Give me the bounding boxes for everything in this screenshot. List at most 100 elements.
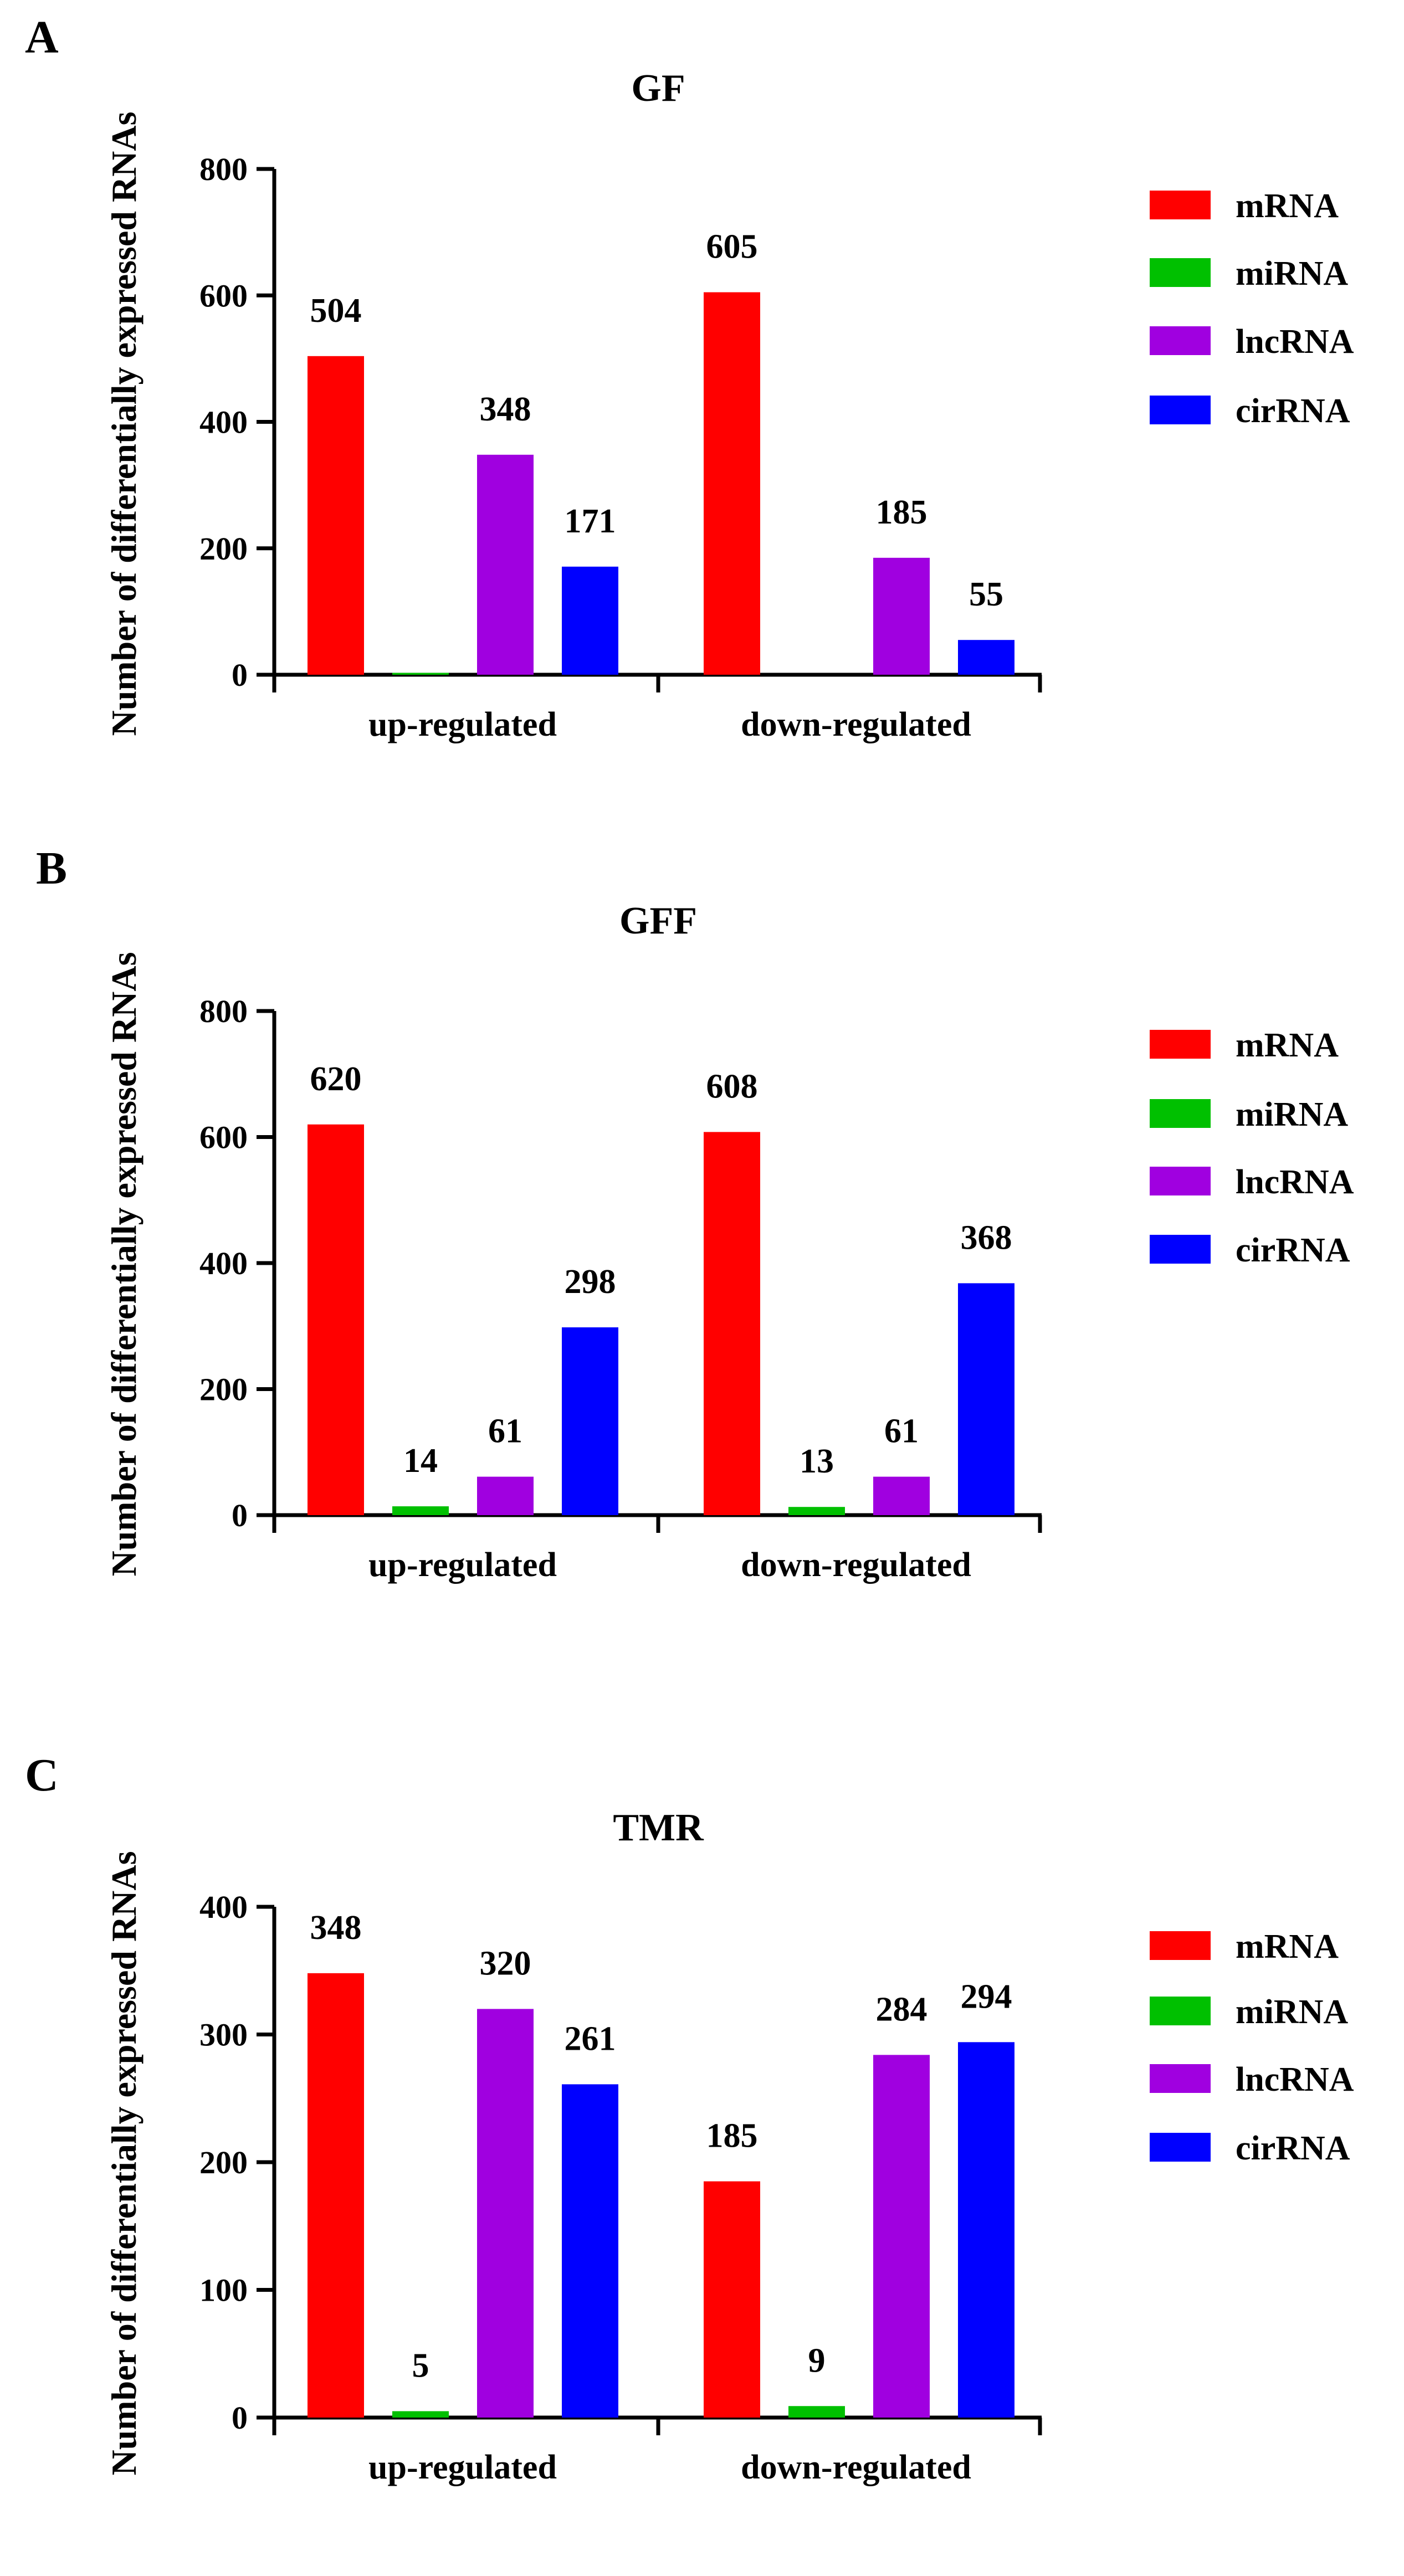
bar-value-label: 284 bbox=[876, 1990, 928, 2028]
bar-lncrna bbox=[873, 557, 930, 675]
x-category-label: down-regulated bbox=[741, 2449, 971, 2486]
bar-lncrna bbox=[477, 454, 534, 675]
y-axis-label: Number of differentially expressed RNAs bbox=[104, 1851, 144, 2475]
legend-label: mRNA bbox=[1236, 1928, 1339, 1966]
bar-cirrna bbox=[958, 1283, 1014, 1515]
bar-value-label: 171 bbox=[565, 502, 616, 540]
panel-letter: A bbox=[25, 12, 59, 63]
y-axis-label: Number of differentially expressed RNAs bbox=[104, 952, 144, 1576]
legend-label: lncRNA bbox=[1236, 2061, 1354, 2098]
bar-mrna bbox=[308, 1973, 364, 2418]
bar-value-label: 9 bbox=[808, 2342, 826, 2379]
chart-panel-a: A GF Number of differentially expressed RN… bbox=[25, 12, 1354, 743]
y-tick-label: 400 bbox=[199, 404, 248, 440]
bar-value-label: 14 bbox=[403, 1442, 438, 1480]
bar-mirna bbox=[788, 1507, 845, 1515]
bar-lncrna bbox=[477, 1476, 534, 1515]
y-tick-label: 400 bbox=[199, 1889, 248, 1925]
legend-swatch-cirrna bbox=[1150, 396, 1211, 424]
x-category-label: down-regulated bbox=[741, 706, 971, 743]
x-category-label: up-regulated bbox=[368, 1546, 557, 1584]
bar-value-label: 55 bbox=[969, 576, 1003, 613]
bar-value-label: 13 bbox=[800, 1443, 834, 1480]
bar-mirna bbox=[392, 1506, 449, 1515]
bar-cirrna bbox=[562, 1327, 618, 1515]
y-tick-label: 200 bbox=[199, 531, 248, 567]
bar-lncrna bbox=[873, 2055, 930, 2418]
chart-title: TMR bbox=[613, 1807, 704, 1849]
bar-value-label: 348 bbox=[480, 391, 531, 428]
y-tick-label: 300 bbox=[199, 2017, 248, 2053]
chart-title: GF bbox=[631, 67, 685, 110]
bar-value-label: 320 bbox=[480, 1944, 531, 1982]
legend-swatch-mirna bbox=[1150, 258, 1211, 287]
bar-value-label: 294 bbox=[961, 1978, 1012, 2015]
legend-swatch-lncrna bbox=[1150, 1167, 1211, 1195]
bar-mirna bbox=[392, 673, 449, 675]
y-tick-label: 800 bbox=[199, 993, 248, 1029]
bar-value-label: 368 bbox=[961, 1219, 1012, 1256]
x-category-label: up-regulated bbox=[368, 706, 557, 743]
legend-swatch-cirrna bbox=[1150, 1235, 1211, 1264]
y-tick-label: 200 bbox=[199, 1372, 248, 1408]
legend-label: mRNA bbox=[1236, 1027, 1339, 1064]
y-tick-label: 100 bbox=[199, 2272, 248, 2308]
legend-label: lncRNA bbox=[1236, 323, 1354, 361]
y-tick-label: 0 bbox=[232, 2400, 248, 2436]
legend-swatch-lncrna bbox=[1150, 326, 1211, 355]
bar-value-label: 348 bbox=[310, 1909, 362, 1947]
legend-swatch-mrna bbox=[1150, 1030, 1211, 1059]
chart-title: GFF bbox=[619, 900, 697, 942]
bar-cirrna bbox=[562, 2084, 618, 2418]
bar-mrna bbox=[308, 1124, 364, 1515]
panel-letter: B bbox=[36, 843, 67, 894]
legend-label: mRNA bbox=[1236, 187, 1339, 225]
bar-value-label: 185 bbox=[706, 2117, 758, 2155]
bar-value-label: 185 bbox=[876, 494, 928, 531]
y-axis-label: Number of differentially expressed RNAs bbox=[104, 111, 144, 736]
legend-swatch-lncrna bbox=[1150, 2064, 1211, 2093]
x-category-label: up-regulated bbox=[368, 2449, 557, 2486]
bar-value-label: 61 bbox=[488, 1413, 522, 1450]
bar-lncrna bbox=[477, 2009, 534, 2418]
bar-mrna bbox=[704, 1132, 760, 1515]
y-tick-label: 200 bbox=[199, 2144, 248, 2180]
legend-swatch-mrna bbox=[1150, 191, 1211, 219]
bar-lncrna bbox=[873, 1476, 930, 1515]
bar-cirrna bbox=[958, 640, 1014, 675]
bar-mirna bbox=[392, 2411, 449, 2418]
bar-value-label: 608 bbox=[706, 1068, 758, 1105]
legend-swatch-mirna bbox=[1150, 1997, 1211, 2025]
y-tick-label: 0 bbox=[232, 657, 248, 693]
y-tick-label: 800 bbox=[199, 151, 248, 187]
legend-label: cirRNA bbox=[1236, 1231, 1350, 1269]
bar-cirrna bbox=[958, 2042, 1014, 2418]
y-tick-label: 600 bbox=[199, 1120, 248, 1156]
legend-swatch-cirrna bbox=[1150, 2133, 1211, 2162]
bar-mrna bbox=[704, 2181, 760, 2418]
legend-label: lncRNA bbox=[1236, 1163, 1354, 1201]
bar-cirrna bbox=[562, 566, 618, 675]
y-tick-label: 0 bbox=[232, 1497, 248, 1533]
legend-swatch-mirna bbox=[1150, 1099, 1211, 1128]
bar-mirna bbox=[788, 2406, 845, 2418]
y-tick-label: 400 bbox=[199, 1245, 248, 1281]
bar-value-label: 504 bbox=[310, 292, 362, 330]
bar-value-label: 5 bbox=[412, 2347, 429, 2384]
legend-label: miRNA bbox=[1236, 1096, 1348, 1133]
x-category-label: down-regulated bbox=[741, 1546, 971, 1584]
bar-mrna bbox=[308, 356, 364, 675]
chart-panel-b: B GFF Number of differentially expressed R… bbox=[36, 843, 1354, 1584]
legend-label: cirRNA bbox=[1236, 2129, 1350, 2167]
bar-value-label: 620 bbox=[310, 1060, 362, 1098]
bar-value-label: 605 bbox=[706, 228, 758, 266]
y-tick-label: 600 bbox=[199, 278, 248, 314]
legend-label: cirRNA bbox=[1236, 392, 1350, 430]
legend-label: miRNA bbox=[1236, 1993, 1348, 2031]
panel-letter: C bbox=[25, 1749, 59, 1801]
chart-panel-c: C TMR Number of differentially expressed R… bbox=[25, 1749, 1354, 2486]
legend-label: miRNA bbox=[1236, 255, 1348, 293]
legend-swatch-mrna bbox=[1150, 1931, 1211, 1960]
bar-value-label: 298 bbox=[565, 1263, 616, 1301]
